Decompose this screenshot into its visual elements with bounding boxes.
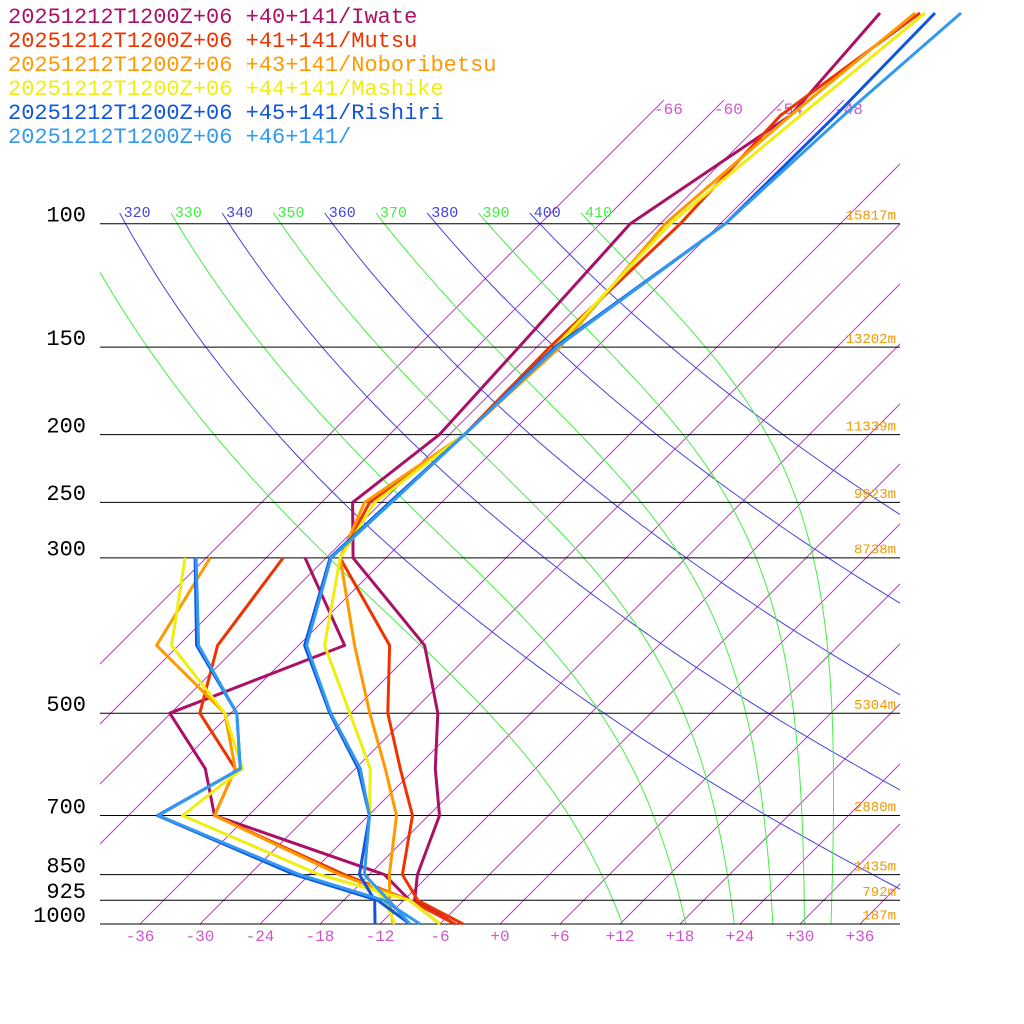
x-tick-label: +24 bbox=[726, 928, 755, 946]
y-tick-label: 250 bbox=[46, 482, 86, 507]
isotherm bbox=[739, 763, 900, 924]
isentrope-label: 330 bbox=[175, 205, 202, 222]
soundings bbox=[155, 11, 962, 926]
isotherm bbox=[100, 100, 725, 725]
dry-adiabat bbox=[221, 212, 900, 791]
temperature-line bbox=[338, 11, 916, 925]
isentrope-label: 380 bbox=[431, 205, 458, 222]
isotherm-label: -60 bbox=[714, 101, 743, 119]
background-lines: 310 320 330 340 350 360 370 380 390 400 410 bbox=[100, 100, 900, 924]
height-label: 187m bbox=[862, 909, 896, 925]
isentrope-label: 350 bbox=[277, 205, 304, 222]
dry-adiabat bbox=[324, 212, 900, 696]
height-label: 11339m bbox=[846, 419, 896, 435]
x-tick-label: +6 bbox=[550, 928, 569, 946]
legend-entry: 20251212T1200Z+06 +41+141/Mutsu bbox=[8, 29, 417, 54]
dry-adiabat bbox=[119, 212, 900, 890]
isotherm bbox=[199, 223, 900, 924]
x-tick-label: +18 bbox=[666, 928, 695, 946]
isentrope-label: 390 bbox=[482, 205, 509, 222]
dry-adiabat bbox=[529, 212, 900, 516]
height-label: 13202m bbox=[846, 332, 896, 348]
legend: 20251212T1200Z+06 +40+141/Iwate20251212T… bbox=[8, 5, 496, 150]
legend-entry: 20251212T1200Z+06 +45+141/Rishiri bbox=[8, 101, 444, 126]
legend-entry: 20251212T1200Z+06 +43+141/Noboribetsu bbox=[8, 53, 496, 78]
x-tick-label: -12 bbox=[366, 928, 395, 946]
moist-adiabat bbox=[580, 212, 834, 924]
temperature-line bbox=[303, 11, 937, 925]
height-label: 9923m bbox=[854, 487, 896, 503]
y-tick-label: 700 bbox=[46, 795, 86, 820]
dewpoint-line bbox=[170, 557, 441, 926]
height-label: 2880m bbox=[854, 800, 896, 816]
x-tick-label: -30 bbox=[186, 928, 215, 946]
moist-adiabat bbox=[375, 212, 774, 924]
isentrope-label: 360 bbox=[329, 205, 356, 222]
moist-adiabat bbox=[170, 212, 687, 924]
height-label: 1435m bbox=[854, 859, 896, 875]
axes: -36 -30 -24 -18 -12 -6 +0 +6 +12 +18 +24 +30 +36 -66 -… bbox=[33, 101, 900, 946]
y-tick-label: 850 bbox=[46, 854, 86, 879]
height-label: 15817m bbox=[846, 208, 896, 224]
isotherm bbox=[559, 583, 900, 924]
moist-adiabat bbox=[100, 271, 623, 924]
x-tick-label: -36 bbox=[126, 928, 155, 946]
y-tick-label: 1000 bbox=[33, 904, 86, 929]
temperature-line bbox=[351, 12, 882, 926]
isotherm bbox=[139, 163, 900, 924]
x-tick-label: +36 bbox=[846, 928, 875, 946]
x-tick-label: +0 bbox=[490, 928, 509, 946]
isotherm bbox=[439, 463, 900, 924]
isotherm bbox=[379, 403, 900, 924]
dry-adiabat bbox=[426, 212, 900, 604]
isentrope-label: 370 bbox=[380, 205, 407, 222]
moist-adiabat bbox=[272, 212, 735, 924]
y-tick-label: 925 bbox=[46, 880, 86, 905]
y-tick-label: 100 bbox=[46, 204, 86, 229]
y-tick-label: 200 bbox=[46, 414, 86, 439]
moist-adiabat bbox=[478, 212, 805, 924]
isotherm bbox=[679, 703, 900, 924]
dewpoint-line bbox=[168, 557, 441, 926]
height-label: 5304m bbox=[854, 698, 896, 714]
isotherm-label: -66 bbox=[654, 101, 683, 119]
temperature-line bbox=[305, 11, 962, 926]
isentrope-label: 400 bbox=[534, 205, 561, 222]
x-tick-label: -24 bbox=[246, 928, 275, 946]
isentrope-label: 320 bbox=[124, 205, 151, 222]
isotherm bbox=[100, 100, 665, 665]
y-tick-label: 150 bbox=[46, 327, 86, 352]
x-tick-label: +12 bbox=[606, 928, 635, 946]
dewpoint-line bbox=[157, 557, 421, 926]
isotherm bbox=[619, 643, 900, 924]
x-tick-label: -18 bbox=[306, 928, 335, 946]
isotherm bbox=[499, 523, 900, 924]
isotherm bbox=[100, 100, 785, 785]
height-label: 8738m bbox=[854, 543, 896, 559]
x-tick-label: -6 bbox=[430, 928, 449, 946]
y-tick-label: 500 bbox=[46, 693, 86, 718]
isentrope-label: 340 bbox=[226, 205, 253, 222]
isentrope-label: 410 bbox=[585, 205, 612, 222]
height-label: 792m bbox=[862, 885, 896, 901]
legend-entry: 20251212T1200Z+06 +44+141/Mashike bbox=[8, 77, 444, 102]
x-tick-label: +30 bbox=[786, 928, 815, 946]
legend-entry: 20251212T1200Z+06 +40+141/Iwate bbox=[8, 5, 417, 30]
legend-entry: 20251212T1200Z+06 +46+141/ bbox=[8, 125, 351, 150]
y-tick-label: 300 bbox=[46, 538, 86, 563]
isotherm bbox=[319, 343, 900, 924]
isotherm bbox=[259, 283, 900, 924]
temperature-line bbox=[338, 11, 921, 926]
